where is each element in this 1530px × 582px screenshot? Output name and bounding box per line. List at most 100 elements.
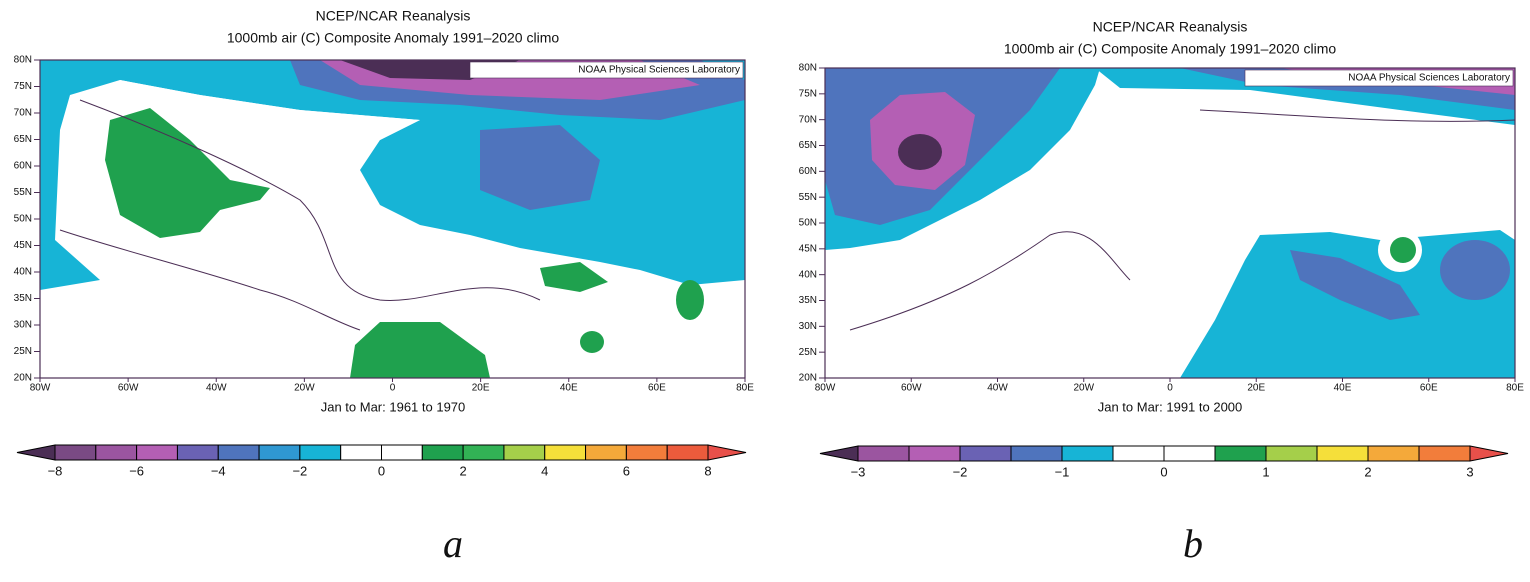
lat-label: 65N xyxy=(14,134,32,145)
panel-letter: b xyxy=(1183,521,1203,566)
colorbar-label: −3 xyxy=(851,464,866,479)
colorbar-cell xyxy=(95,444,138,461)
lat-label: 70N xyxy=(14,108,32,119)
credit: NOAA Physical Sciences Laboratory xyxy=(1348,73,1510,84)
colorbar-cell xyxy=(217,444,260,461)
colorbar-cell xyxy=(1418,445,1471,462)
lat-label: 55N xyxy=(14,187,32,198)
lat-label: 75N xyxy=(14,81,32,92)
lon-label: 0 xyxy=(1167,383,1173,394)
colorbar-label: 8 xyxy=(704,463,711,478)
colorbar-cell xyxy=(421,444,464,461)
lat-label: 60N xyxy=(14,161,32,172)
lat-label: 70N xyxy=(799,114,817,125)
lat-label: 30N xyxy=(799,321,817,332)
title: NCEP/NCAR Reanalysis xyxy=(1093,19,1248,35)
lon-label: 60W xyxy=(118,383,139,394)
lon-label: 60E xyxy=(1420,383,1438,394)
map-b xyxy=(824,67,1516,379)
colorbar-label: 0 xyxy=(1160,464,1167,479)
colorbar-cell xyxy=(666,444,709,461)
lon-label: 20W xyxy=(294,383,315,394)
lon-label: 20E xyxy=(472,383,490,394)
colorbar-cell xyxy=(176,444,219,461)
lon-label: 0 xyxy=(390,383,396,394)
colorbar-label: 1 xyxy=(1262,464,1269,479)
lat-label: 40N xyxy=(799,269,817,280)
colorbar-under xyxy=(819,445,859,462)
colorbar-label: −6 xyxy=(129,463,144,478)
credit-box xyxy=(1244,69,1514,87)
colorbar-label: 3 xyxy=(1466,464,1473,479)
colorbar-cell xyxy=(503,444,546,461)
colorbar-cell xyxy=(1316,445,1369,462)
lat-label: 60N xyxy=(799,166,817,177)
lon-label: 40E xyxy=(1334,383,1352,394)
colorbar-over xyxy=(1469,445,1509,462)
colorbar-cell xyxy=(462,444,505,461)
colorbar-cell xyxy=(1214,445,1267,462)
colorbar-cell xyxy=(1367,445,1420,462)
lat-label: 80N xyxy=(14,55,32,66)
colorbar-label: 6 xyxy=(623,463,630,478)
subtitle: 1000mb air (C) Composite Anomaly 1991–20… xyxy=(1004,41,1336,57)
lat-label: 65N xyxy=(799,140,817,151)
colorbar-over xyxy=(707,444,747,461)
lat-label: 50N xyxy=(799,218,817,229)
colorbar-cell xyxy=(136,444,178,461)
subtitle: 1000mb air (C) Composite Anomaly 1991–20… xyxy=(227,30,559,46)
colorbar-cell xyxy=(544,444,587,461)
lat-label: 25N xyxy=(799,347,817,358)
lat-label: 40N xyxy=(14,267,32,278)
lon-label: 80W xyxy=(815,383,836,394)
colorbar-cell xyxy=(908,445,961,462)
lon-label: 20E xyxy=(1247,383,1265,394)
colorbar-label: −1 xyxy=(1055,464,1070,479)
colorbar-cell xyxy=(381,444,423,461)
lon-label: 60W xyxy=(901,383,922,394)
lat-label: 55N xyxy=(799,192,817,203)
lon-label: 40E xyxy=(560,383,578,394)
colorbar-cell xyxy=(54,444,97,461)
colorbar-cell xyxy=(1112,445,1165,462)
lat-label: 75N xyxy=(799,88,817,99)
colorbar-label: 2 xyxy=(460,463,467,478)
lat-label: 30N xyxy=(14,320,32,331)
lon-label: 80E xyxy=(1506,383,1524,394)
colorbar-cell xyxy=(959,445,1012,462)
colorbar-cell xyxy=(299,444,342,461)
lat-label: 35N xyxy=(799,295,817,306)
map-a xyxy=(39,59,746,379)
lat-label: 20N xyxy=(799,373,817,384)
lon-label: 40W xyxy=(206,383,227,394)
lat-label: 20N xyxy=(14,373,32,384)
lat-label: 80N xyxy=(799,63,817,74)
colorbar-label: 0 xyxy=(378,463,385,478)
lat-label: 35N xyxy=(14,293,32,304)
colorbar-cell xyxy=(340,444,382,461)
colorbar-cell xyxy=(1163,445,1216,462)
colorbar-cell xyxy=(857,445,910,462)
period: Jan to Mar: 1991 to 2000 xyxy=(1098,399,1243,414)
colorbar-cell xyxy=(1010,445,1063,462)
colorbar-label: −4 xyxy=(211,463,226,478)
lon-label: 40W xyxy=(987,383,1008,394)
colorbar-label: −2 xyxy=(953,464,968,479)
lat-label: 45N xyxy=(799,243,817,254)
period: Jan to Mar: 1961 to 1970 xyxy=(321,399,466,414)
colorbar-label: 4 xyxy=(541,463,548,478)
lat-label: 45N xyxy=(14,240,32,251)
colorbar-cell xyxy=(625,444,668,461)
credit-box xyxy=(469,61,744,79)
lon-label: 80W xyxy=(30,383,51,394)
credit: NOAA Physical Sciences Laboratory xyxy=(578,65,740,76)
colorbar-label: −8 xyxy=(48,463,63,478)
lon-label: 20W xyxy=(1073,383,1094,394)
colorbar-under xyxy=(16,444,56,461)
lat-label: 50N xyxy=(14,214,32,225)
panel-letter: a xyxy=(443,521,463,566)
colorbar-cell xyxy=(1061,445,1114,462)
colorbar-label: −2 xyxy=(292,463,307,478)
colorbar-cell xyxy=(585,444,627,461)
